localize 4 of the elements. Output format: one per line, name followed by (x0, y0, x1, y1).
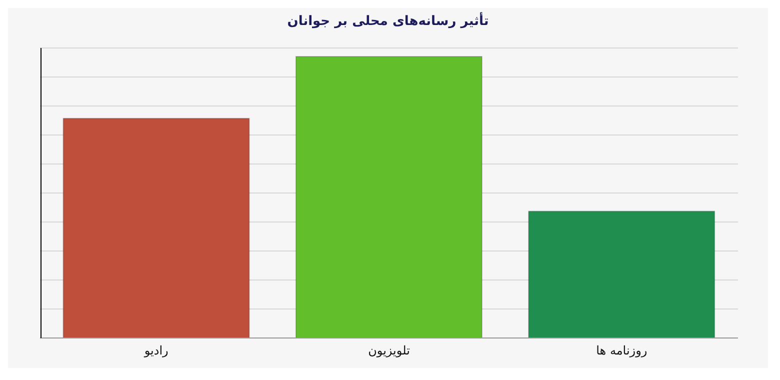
x-tick-label: تلویزیون (368, 344, 410, 358)
x-tick-label: روزنامه ها (596, 344, 648, 358)
x-tick-label: رادیو (143, 344, 169, 358)
chart-title: تأثیر رسانه‌های محلی بر جوانان (286, 14, 490, 29)
